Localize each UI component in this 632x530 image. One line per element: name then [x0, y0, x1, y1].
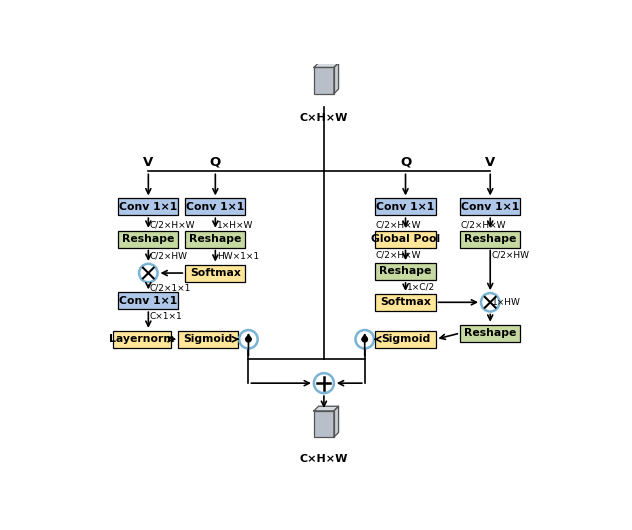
Circle shape [314, 373, 334, 393]
Text: C/2×H×W: C/2×H×W [375, 250, 421, 259]
Polygon shape [334, 407, 339, 437]
Circle shape [239, 330, 258, 349]
Text: C/2×H×W: C/2×H×W [460, 221, 506, 230]
FancyBboxPatch shape [314, 67, 334, 94]
Text: C/2×1×1: C/2×1×1 [150, 284, 191, 293]
FancyBboxPatch shape [118, 198, 178, 215]
Polygon shape [334, 63, 339, 94]
Text: C/2×H×W: C/2×H×W [375, 221, 421, 230]
FancyBboxPatch shape [460, 231, 520, 248]
Text: Conv 1×1: Conv 1×1 [119, 202, 178, 212]
FancyBboxPatch shape [460, 325, 520, 341]
Text: Reshape: Reshape [464, 234, 516, 244]
Text: V: V [485, 156, 495, 169]
Text: 1×HW: 1×HW [492, 298, 521, 307]
FancyBboxPatch shape [185, 198, 245, 215]
Text: Softmax: Softmax [380, 297, 431, 307]
Text: Reshape: Reshape [189, 234, 241, 244]
Text: V: V [143, 156, 154, 169]
Text: Sigmoid: Sigmoid [381, 334, 430, 344]
Text: C/2×H×W: C/2×H×W [150, 221, 195, 230]
FancyBboxPatch shape [375, 331, 435, 348]
Text: C×H×W: C×H×W [300, 454, 348, 464]
FancyBboxPatch shape [185, 264, 245, 281]
Polygon shape [314, 407, 339, 411]
Circle shape [481, 293, 499, 312]
Text: Conv 1×1: Conv 1×1 [461, 202, 520, 212]
FancyBboxPatch shape [375, 198, 435, 215]
Text: Reshape: Reshape [464, 328, 516, 338]
Text: Reshape: Reshape [379, 267, 432, 277]
Circle shape [362, 337, 367, 342]
Text: Conv 1×1: Conv 1×1 [377, 202, 435, 212]
Text: Reshape: Reshape [122, 234, 174, 244]
FancyBboxPatch shape [375, 294, 435, 311]
Polygon shape [314, 63, 339, 67]
FancyBboxPatch shape [185, 231, 245, 248]
Text: Softmax: Softmax [190, 268, 241, 278]
Text: Global Pool: Global Pool [371, 234, 440, 244]
FancyBboxPatch shape [375, 231, 435, 248]
Text: 1×C/2: 1×C/2 [407, 282, 435, 292]
FancyBboxPatch shape [460, 198, 520, 215]
Text: 1×H×W: 1×H×W [217, 221, 253, 230]
FancyBboxPatch shape [375, 263, 435, 280]
Circle shape [355, 330, 374, 349]
Text: C×1×1: C×1×1 [150, 312, 183, 321]
Text: C/2×HW: C/2×HW [492, 250, 530, 259]
Text: Conv 1×1: Conv 1×1 [119, 296, 178, 306]
FancyBboxPatch shape [118, 231, 178, 248]
Text: C×H×W: C×H×W [300, 112, 348, 122]
FancyBboxPatch shape [178, 331, 238, 348]
Text: Q: Q [210, 156, 221, 169]
Text: C/2×HW: C/2×HW [150, 252, 188, 261]
Text: HW×1×1: HW×1×1 [217, 252, 259, 261]
FancyBboxPatch shape [314, 411, 334, 437]
Text: Conv 1×1: Conv 1×1 [186, 202, 245, 212]
Text: Layernorm: Layernorm [109, 334, 175, 344]
Circle shape [246, 337, 251, 342]
FancyBboxPatch shape [113, 331, 171, 348]
Text: Q: Q [400, 156, 411, 169]
FancyBboxPatch shape [118, 292, 178, 309]
Circle shape [139, 264, 157, 282]
Text: Sigmoid: Sigmoid [183, 334, 232, 344]
